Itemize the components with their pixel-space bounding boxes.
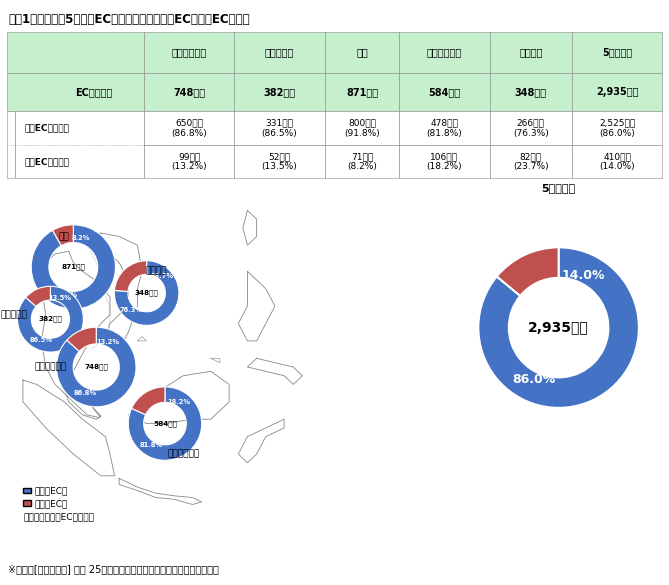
Bar <box>490 73 572 111</box>
Bar <box>234 73 324 111</box>
Text: タイ: タイ <box>59 232 70 241</box>
Wedge shape <box>56 327 136 407</box>
Text: 86.8%: 86.8% <box>74 390 96 395</box>
Wedge shape <box>25 286 50 307</box>
Bar <box>572 145 662 178</box>
Bar <box>572 73 662 111</box>
Text: マレーシア: マレーシア <box>0 310 27 319</box>
Text: 86.0%: 86.0% <box>512 373 556 387</box>
Wedge shape <box>497 247 559 296</box>
Wedge shape <box>114 261 179 325</box>
Text: は自国EC率: は自国EC率 <box>35 486 68 495</box>
Text: 410億円
(14.0%): 410億円 (14.0%) <box>599 152 635 171</box>
Wedge shape <box>128 387 201 460</box>
Wedge shape <box>17 286 84 352</box>
Text: 越境EC市場規模: 越境EC市場規模 <box>24 157 69 166</box>
Text: 5ヵ国合計: 5ヵ国合計 <box>602 47 632 58</box>
Text: 584億円: 584億円 <box>428 87 460 97</box>
Text: EC市場規模: EC市場規模 <box>76 87 113 97</box>
Text: 13.5%: 13.5% <box>48 295 72 301</box>
Text: 871億円: 871億円 <box>346 87 378 97</box>
Text: 478億円
(81.8%): 478億円 (81.8%) <box>427 118 462 137</box>
Text: ベトナム: ベトナム <box>519 47 543 58</box>
Text: 81.8%: 81.8% <box>140 442 163 448</box>
Bar <box>399 73 490 111</box>
Text: 382億円: 382億円 <box>39 316 62 322</box>
Bar <box>144 32 234 73</box>
Text: 331億円
(86.5%): 331億円 (86.5%) <box>262 118 298 137</box>
Text: は越境EC率: は越境EC率 <box>35 499 68 508</box>
Bar <box>234 111 324 145</box>
Text: 2,525億円
(86.0%): 2,525億円 (86.0%) <box>599 118 636 137</box>
Text: 800億円
(91.8%): 800億円 (91.8%) <box>344 118 380 137</box>
Text: 23.7%: 23.7% <box>151 273 173 280</box>
Text: 86.5%: 86.5% <box>29 337 52 343</box>
Text: 14.0%: 14.0% <box>561 269 605 282</box>
Text: 99億円
(13.2%): 99億円 (13.2%) <box>171 152 207 171</box>
Wedge shape <box>132 387 165 415</box>
Bar <box>7 73 144 111</box>
Bar <box>7 111 144 178</box>
Wedge shape <box>67 327 96 352</box>
Text: 76.3%: 76.3% <box>120 307 143 312</box>
Text: 382億円: 382億円 <box>264 87 296 97</box>
Bar <box>399 145 490 178</box>
Bar <box>144 111 234 145</box>
Text: 584億円: 584億円 <box>153 420 177 427</box>
Bar <box>234 145 324 178</box>
Text: 82億円
(23.7%): 82億円 (23.7%) <box>513 152 549 171</box>
Wedge shape <box>478 247 639 408</box>
Text: 91.8%: 91.8% <box>54 292 78 298</box>
Text: グラフ中央値はEC市場規模: グラフ中央値はEC市場規模 <box>23 512 94 521</box>
Text: 71億円
(8.2%): 71億円 (8.2%) <box>347 152 377 171</box>
Text: マレーシア: マレーシア <box>265 47 294 58</box>
Text: 2,935億円: 2,935億円 <box>596 87 638 97</box>
Text: 266億円
(76.3%): 266億円 (76.3%) <box>513 118 549 137</box>
Text: 748億円: 748億円 <box>84 364 108 370</box>
Bar <box>490 32 572 73</box>
Text: インドネシア: インドネシア <box>167 449 199 459</box>
Text: 8.2%: 8.2% <box>72 235 90 242</box>
Bar <box>324 145 399 178</box>
Text: 871億円: 871億円 <box>62 264 85 270</box>
Text: シンガポール: シンガポール <box>172 47 207 58</box>
Bar <box>490 111 572 145</box>
Bar <box>324 111 399 145</box>
Text: 13.2%: 13.2% <box>96 339 119 345</box>
Text: 2,935億円: 2,935億円 <box>529 321 589 335</box>
Bar <box>490 145 572 178</box>
Bar <box>399 111 490 145</box>
Bar <box>144 145 234 178</box>
Text: 5ヵ国合計: 5ヵ国合計 <box>541 183 576 193</box>
Bar <box>144 73 234 111</box>
Bar <box>7 32 144 73</box>
Text: シンガポール: シンガポール <box>34 363 66 371</box>
Text: タイ: タイ <box>356 47 368 58</box>
Text: 748億円: 748億円 <box>173 87 205 97</box>
Bar <box>324 32 399 73</box>
Wedge shape <box>31 225 116 309</box>
Text: 18.2%: 18.2% <box>167 399 191 405</box>
Text: ※出所：[経済産業省] 平成 25年度日アセアン越境電子商取引に関する調査: ※出所：[経済産業省] 平成 25年度日アセアン越境電子商取引に関する調査 <box>8 565 219 574</box>
Bar <box>399 32 490 73</box>
Text: 自国EC市場規模: 自国EC市場規模 <box>24 123 69 132</box>
Wedge shape <box>53 225 74 246</box>
Text: 106億円
(18.2%): 106億円 (18.2%) <box>427 152 462 171</box>
Text: 348億円: 348億円 <box>134 290 159 297</box>
Text: インドネシア: インドネシア <box>427 47 462 58</box>
Bar <box>572 32 662 73</box>
Text: ベトナム: ベトナム <box>145 267 167 276</box>
Bar <box>572 111 662 145</box>
Bar <box>324 73 399 111</box>
Text: 650億円
(86.8%): 650億円 (86.8%) <box>171 118 207 137</box>
Text: 52億円
(13.5%): 52億円 (13.5%) <box>262 152 298 171</box>
Text: 図表1　アセアン5カ国のEC市場規模および自国EC、越境ECの比率: 図表1 アセアン5カ国のEC市場規模および自国EC、越境ECの比率 <box>8 13 250 26</box>
Wedge shape <box>114 261 147 291</box>
Text: 348億円: 348億円 <box>514 87 547 97</box>
Bar <box>234 32 324 73</box>
